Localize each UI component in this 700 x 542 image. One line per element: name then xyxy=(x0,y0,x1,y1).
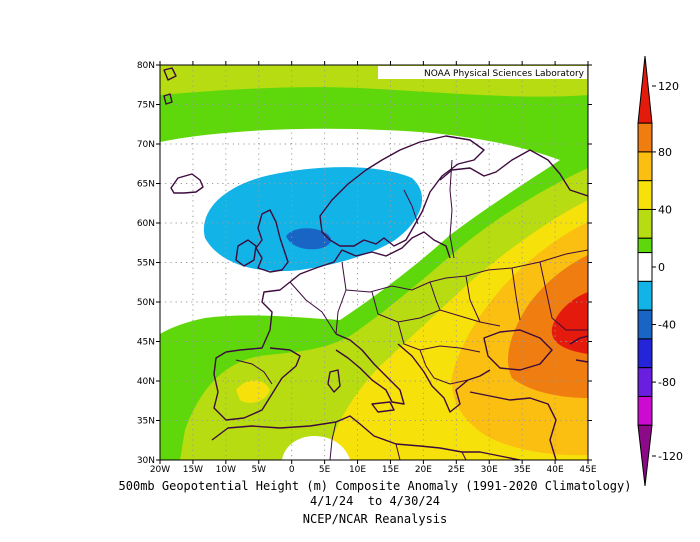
colorbar-bin xyxy=(637,338,653,369)
border-line xyxy=(371,291,501,327)
colorbar-bin xyxy=(637,122,653,153)
lon-label: 5E xyxy=(319,465,331,475)
colorbar-bin xyxy=(637,180,653,210)
caption-title: 500mb Geopotential Height (m) Composite … xyxy=(118,479,632,493)
colorbar-label: 0 xyxy=(658,261,665,274)
lon-label: 30E xyxy=(481,465,498,475)
lon-label: 15W xyxy=(183,465,203,475)
south-zero-pocket xyxy=(282,436,350,460)
caption-dataset: NCEP/NCAR Reanalysis xyxy=(302,512,448,526)
border-line xyxy=(403,189,419,225)
colorbar-bin xyxy=(637,309,653,340)
lat-label: 60N xyxy=(137,219,155,229)
border-line xyxy=(511,261,588,331)
axis-ticks xyxy=(156,61,592,464)
finland-russia-coast xyxy=(439,149,588,197)
sicily-coast xyxy=(371,401,395,413)
iberia-yellow xyxy=(236,380,270,403)
colorbar-top-arrow xyxy=(637,55,653,124)
lon-label: 20E xyxy=(415,465,432,475)
balkan-coast xyxy=(397,343,491,413)
border-line xyxy=(329,421,467,460)
lon-label: 35E xyxy=(514,465,531,475)
border-line xyxy=(235,359,273,385)
credit-box xyxy=(378,66,587,79)
lat-label: 40N xyxy=(137,377,155,387)
border-line xyxy=(289,281,337,335)
lon-label: 20W xyxy=(150,465,170,475)
colorbar-bin xyxy=(637,151,653,182)
colorbar-bin xyxy=(637,252,653,282)
border-line xyxy=(449,159,455,259)
colorbar-label: 80 xyxy=(658,146,672,159)
colorbar-label: -40 xyxy=(658,319,676,332)
lon-label: 45E xyxy=(579,465,596,475)
lat-label: 30N xyxy=(137,456,155,466)
colorbar-label: -80 xyxy=(658,376,676,389)
border-line xyxy=(397,321,481,353)
lat-label: 55N xyxy=(137,259,155,269)
lon-label: 40E xyxy=(547,465,564,475)
border-line xyxy=(335,261,347,335)
britain-coast xyxy=(255,209,289,273)
lon-label: 15E xyxy=(382,465,399,475)
ireland-coast xyxy=(235,239,257,267)
border-line xyxy=(429,275,481,323)
arctic-islands xyxy=(163,67,177,105)
colorbar-labels: 120 80 40 0 -40 -80 -120 xyxy=(652,80,683,463)
border-line xyxy=(419,349,469,385)
iberia-coast xyxy=(213,347,301,421)
lat-label: 75N xyxy=(137,101,155,111)
colorbar-bin xyxy=(637,280,653,311)
border-line xyxy=(345,249,588,293)
colorbar-bin xyxy=(637,208,653,239)
scandinavia-coast xyxy=(319,135,485,247)
anatolia-coast xyxy=(469,391,557,460)
country-borders xyxy=(235,159,588,460)
colorbar-bin xyxy=(637,367,653,397)
lon-label: 0 xyxy=(289,465,295,475)
caption-date-range: 4/1/24 to 4/30/24 xyxy=(309,494,441,508)
coastlines xyxy=(163,67,588,460)
france-coast xyxy=(225,281,291,353)
lon-label: 5W xyxy=(251,465,266,475)
lat-label: 65N xyxy=(137,180,155,190)
positive-band-orange xyxy=(508,255,588,398)
sardinia-coast xyxy=(327,369,341,393)
lat-label: 80N xyxy=(137,61,155,71)
lat-label: 70N xyxy=(137,140,155,150)
continental-coast xyxy=(289,231,451,283)
longitude-labels: 20W 15W 10W 5W 0 5E 10E 15E 20E 25E 30E 35E 40E 45E xyxy=(150,465,597,475)
black-sea-coast xyxy=(483,329,553,371)
colorbar-label: 120 xyxy=(658,80,679,93)
lon-label: 10E xyxy=(349,465,366,475)
negative-anomaly-core xyxy=(286,228,331,250)
iceland-coast xyxy=(170,173,204,194)
caspian-coast xyxy=(569,335,588,363)
lat-label: 35N xyxy=(137,417,155,427)
colorbar xyxy=(637,55,653,487)
north-africa-coast xyxy=(211,415,521,460)
lat-label: 50N xyxy=(137,298,155,308)
lon-label: 10W xyxy=(216,465,236,475)
latitude-labels: 80N 75N 70N 65N 60N 55N 50N 45N 40N 35N 30N xyxy=(137,61,155,466)
italy-coast xyxy=(335,333,405,405)
colorbar-bin xyxy=(637,237,653,254)
lon-label: 25E xyxy=(448,465,465,475)
lat-label: 45N xyxy=(137,338,155,348)
colorbar-label: 40 xyxy=(658,203,672,216)
colorbar-bottom-arrow xyxy=(637,424,653,487)
colorbar-bin xyxy=(637,395,653,426)
colorbar-label: -120 xyxy=(658,450,683,463)
credit-label: NOAA Physical Sciences Laboratory xyxy=(424,69,585,79)
